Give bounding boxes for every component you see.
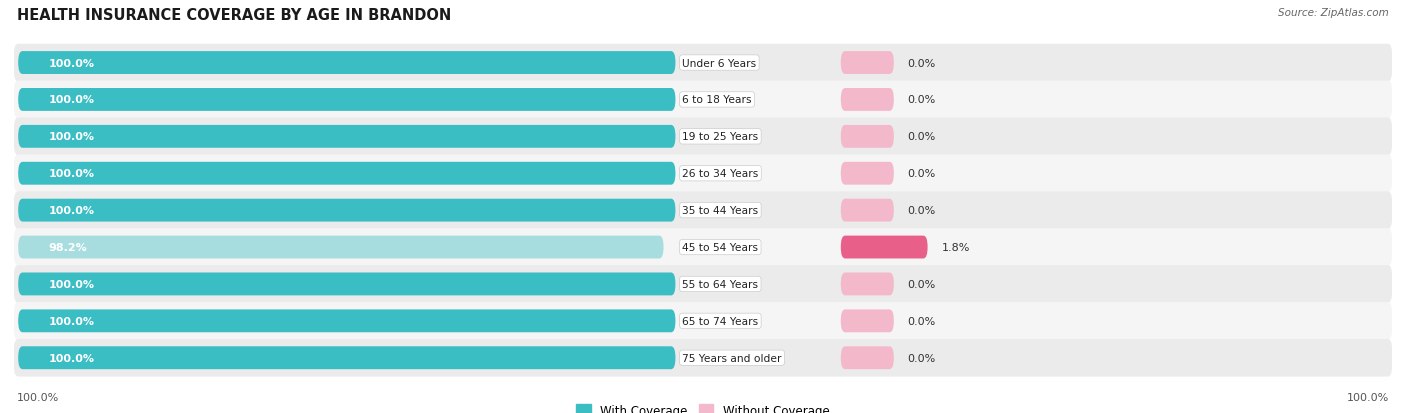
Text: 100.0%: 100.0% (48, 353, 94, 363)
Text: 100.0%: 100.0% (17, 392, 59, 402)
Text: 100.0%: 100.0% (48, 132, 94, 142)
Text: 75 Years and older: 75 Years and older (682, 353, 782, 363)
FancyBboxPatch shape (18, 162, 675, 185)
Text: HEALTH INSURANCE COVERAGE BY AGE IN BRANDON: HEALTH INSURANCE COVERAGE BY AGE IN BRAN… (17, 8, 451, 23)
FancyBboxPatch shape (841, 162, 894, 185)
Text: 100.0%: 100.0% (48, 206, 94, 216)
FancyBboxPatch shape (841, 89, 894, 112)
Text: 0.0%: 0.0% (908, 316, 936, 326)
Text: 0.0%: 0.0% (908, 206, 936, 216)
FancyBboxPatch shape (841, 273, 894, 296)
Text: 100.0%: 100.0% (48, 95, 94, 105)
Text: 100.0%: 100.0% (48, 279, 94, 289)
Legend: With Coverage, Without Coverage: With Coverage, Without Coverage (572, 399, 834, 413)
FancyBboxPatch shape (14, 45, 1392, 82)
FancyBboxPatch shape (14, 302, 1392, 340)
Text: 0.0%: 0.0% (908, 58, 936, 69)
FancyBboxPatch shape (14, 339, 1392, 377)
FancyBboxPatch shape (18, 310, 675, 332)
FancyBboxPatch shape (18, 126, 675, 148)
FancyBboxPatch shape (18, 89, 675, 112)
Text: 100.0%: 100.0% (48, 169, 94, 179)
Text: 0.0%: 0.0% (908, 95, 936, 105)
Text: Source: ZipAtlas.com: Source: ZipAtlas.com (1278, 8, 1389, 18)
Text: Under 6 Years: Under 6 Years (682, 58, 756, 69)
FancyBboxPatch shape (14, 192, 1392, 229)
Text: 0.0%: 0.0% (908, 353, 936, 363)
FancyBboxPatch shape (18, 199, 675, 222)
FancyBboxPatch shape (841, 347, 894, 369)
FancyBboxPatch shape (18, 236, 664, 259)
FancyBboxPatch shape (14, 229, 1392, 266)
FancyBboxPatch shape (18, 52, 675, 75)
Text: 6 to 18 Years: 6 to 18 Years (682, 95, 752, 105)
Text: 98.2%: 98.2% (48, 242, 87, 252)
Text: 19 to 25 Years: 19 to 25 Years (682, 132, 758, 142)
FancyBboxPatch shape (841, 126, 894, 148)
FancyBboxPatch shape (841, 236, 928, 259)
FancyBboxPatch shape (14, 266, 1392, 303)
Text: 0.0%: 0.0% (908, 132, 936, 142)
FancyBboxPatch shape (841, 199, 894, 222)
FancyBboxPatch shape (14, 81, 1392, 119)
FancyBboxPatch shape (14, 118, 1392, 156)
Text: 1.8%: 1.8% (942, 242, 970, 252)
Text: 100.0%: 100.0% (1347, 392, 1389, 402)
Text: 65 to 74 Years: 65 to 74 Years (682, 316, 758, 326)
Text: 0.0%: 0.0% (908, 169, 936, 179)
Text: 55 to 64 Years: 55 to 64 Years (682, 279, 758, 289)
Text: 100.0%: 100.0% (48, 58, 94, 69)
Text: 26 to 34 Years: 26 to 34 Years (682, 169, 759, 179)
Text: 0.0%: 0.0% (908, 279, 936, 289)
Text: 100.0%: 100.0% (48, 316, 94, 326)
FancyBboxPatch shape (14, 155, 1392, 192)
FancyBboxPatch shape (841, 52, 894, 75)
Text: 45 to 54 Years: 45 to 54 Years (682, 242, 758, 252)
FancyBboxPatch shape (841, 310, 894, 332)
Text: 35 to 44 Years: 35 to 44 Years (682, 206, 758, 216)
FancyBboxPatch shape (18, 347, 675, 369)
FancyBboxPatch shape (18, 273, 675, 296)
